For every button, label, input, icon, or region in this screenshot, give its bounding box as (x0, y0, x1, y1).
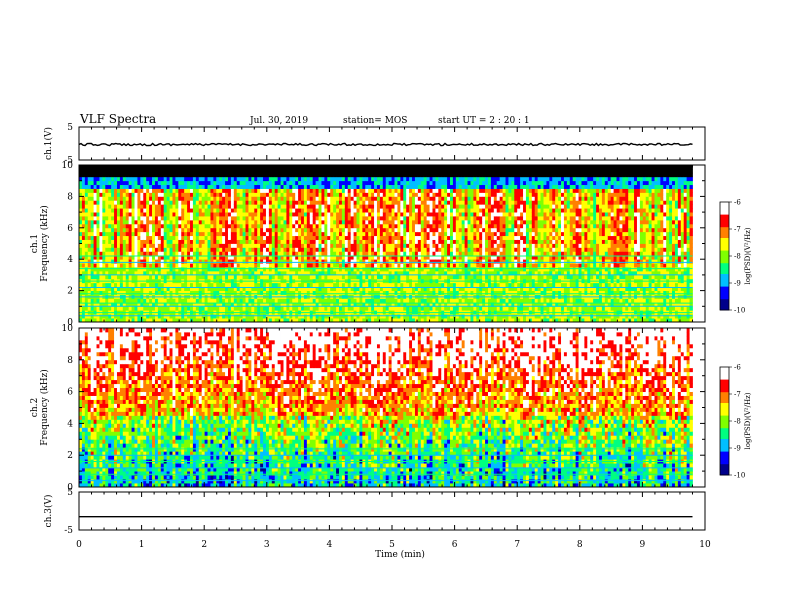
x-tick-label: 4 (327, 540, 333, 550)
ch1-colorbar: -6 -7 -8 -9 -10 log(PSD)(V²/Hz) (719, 199, 752, 315)
colorbar-tick-label: -8 (734, 253, 741, 261)
y-tick-label: 8 (67, 356, 73, 366)
y-axis-label-text: Frequency (kHz) (39, 205, 50, 282)
y-tick-label: 10 (62, 161, 74, 171)
y-axis-label: ch.1(V) (43, 127, 54, 160)
y-tick-label: 6 (67, 224, 73, 234)
x-tick-label: 5 (389, 540, 395, 550)
x-tick-label: 3 (264, 540, 270, 550)
x-tick-label: 1 (139, 540, 145, 550)
x-tick-label: 6 (452, 540, 458, 550)
y-axis-label: Frequency (kHz) (39, 205, 50, 282)
ch3-voltage-panel: 5 -5 ch.3(V) (43, 488, 706, 536)
y-axis-label: ch.3(V) (43, 495, 54, 528)
start-time-label: start UT = 2 : 20 : 1 (438, 116, 530, 126)
x-tick-label: 7 (514, 540, 520, 550)
figure-title: VLF Spectra (79, 112, 156, 126)
date-label: Jul. 30, 2019 (249, 116, 308, 126)
y-tick-label: 2 (67, 451, 73, 461)
colorbar-tick-label: -6 (734, 199, 741, 207)
spectrogram-cells (79, 328, 693, 488)
ch1-voltage-panel: 5-5ch.1(V) (43, 123, 706, 166)
y-axis-label-text: Frequency (kHz) (39, 369, 50, 446)
spectrogram-cells (79, 165, 693, 323)
y-tick-label: -5 (64, 526, 73, 536)
x-tick-label: 10 (699, 540, 711, 550)
y-axis-label-text: ch.1(V) (43, 127, 54, 160)
y-tick-label: 6 (67, 388, 73, 398)
y-tick-label: 2 (67, 287, 73, 297)
colorbar-tick-label: -6 (734, 364, 741, 372)
colorbar-label-text: log(PSD)(V²/Hz) (744, 227, 752, 284)
panel-frame (78, 491, 706, 531)
x-tick-label: 9 (640, 540, 646, 550)
y-tick-label: 5 (67, 488, 73, 498)
colorbar-tick-label: -8 (734, 418, 741, 426)
colorbar-label: log(PSD)(V²/Hz) (744, 392, 752, 449)
colorbar-label-text: log(PSD)(V²/Hz) (744, 392, 752, 449)
x-tick-label: 8 (577, 540, 583, 550)
channel-label-text: ch.2 (30, 398, 40, 417)
voltage-trace (78, 142, 693, 147)
colorbar-tick-label: -10 (734, 472, 745, 480)
y-tick-label: 5 (67, 123, 73, 133)
y-tick-label: 4 (67, 255, 73, 265)
x-tick-label: 0 (76, 540, 82, 550)
y-tick-label: 4 (67, 419, 73, 429)
colorbar-tick-label: -7 (734, 391, 741, 399)
channel-label-text: ch.1 (30, 234, 40, 253)
x-axis-label: Time (min) (375, 549, 425, 560)
station-label: station= MOS (343, 116, 407, 126)
colorbar-tick-label: -10 (734, 307, 745, 315)
time-axis: 0 1 2 3 4 5 6 7 8 9 10 (76, 540, 711, 550)
channel-label: ch.2 (30, 398, 40, 417)
channel-label: ch.1 (30, 234, 40, 253)
y-axis-label-text: ch.3(V) (43, 495, 54, 528)
colorbar-label: log(PSD)(V²/Hz) (744, 227, 752, 284)
ch2-colorbar: -6 -7 -8 -9 -10 log(PSD)(V²/Hz) (719, 364, 752, 480)
x-tick-label: 2 (201, 540, 207, 550)
colorbar-tick-label: -9 (734, 280, 741, 288)
colorbar-tick-label: -9 (734, 445, 741, 453)
y-axis-label: Frequency (kHz) (39, 369, 50, 446)
y-tick-label: 8 (67, 192, 73, 202)
y-tick-label: 10 (62, 324, 74, 334)
colorbar-tick-label: -7 (734, 226, 741, 234)
